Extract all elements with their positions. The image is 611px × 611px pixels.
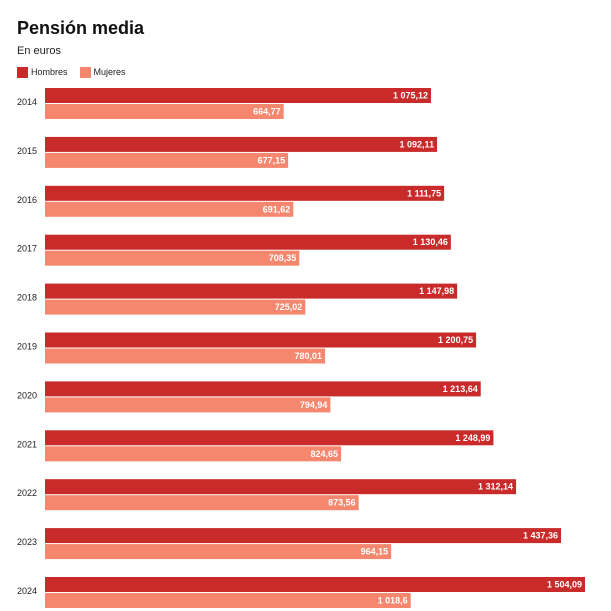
legend-item-mujeres: Mujeres: [79, 66, 126, 78]
value-label-hombres-2021: 1 248,99: [455, 433, 490, 443]
legend-item-hombres: Hombres: [17, 66, 68, 78]
value-label-mujeres-2018: 725,02: [275, 302, 303, 312]
year-label-2021: 2021: [17, 439, 37, 449]
year-label-2017: 2017: [17, 244, 37, 254]
chart-legend: Hombres Mujeres: [17, 66, 138, 78]
year-label-2024: 2024: [17, 586, 37, 596]
bar-mujeres-2018: [45, 299, 306, 315]
year-label-2016: 2016: [17, 195, 37, 205]
bar-mujeres-2024: [45, 593, 411, 608]
bar-hombres-2014: [45, 88, 431, 103]
legend-label-mujeres: Mujeres: [93, 67, 126, 77]
value-label-hombres-2018: 1 147,98: [419, 286, 454, 296]
year-label-2023: 2023: [17, 537, 37, 547]
value-label-hombres-2014: 1 075,12: [393, 91, 428, 101]
legend-swatch-hombres: [17, 66, 28, 78]
value-label-hombres-2020: 1 213,64: [443, 384, 478, 394]
value-label-hombres-2022: 1 312,14: [478, 482, 513, 492]
bar-hombres-2022: [45, 479, 517, 495]
value-label-mujeres-2016: 691,62: [263, 204, 291, 214]
bar-mujeres-2023: [45, 544, 392, 560]
value-label-mujeres-2022: 873,56: [328, 498, 356, 508]
value-label-mujeres-2023: 964,15: [361, 547, 389, 557]
bar-mujeres-2014: [45, 104, 284, 119]
chart-subtitle: En euros: [17, 45, 62, 57]
bar-hombres-2018: [45, 283, 458, 299]
year-label-2022: 2022: [17, 488, 37, 498]
chart-title: Pensión media: [17, 18, 145, 38]
bar-hombres-2017: [45, 234, 451, 250]
bar-hombres-2020: [45, 381, 481, 397]
bar-hombres-2015: [45, 136, 438, 152]
bar-mujeres-2015: [45, 152, 289, 168]
value-label-mujeres-2017: 708,35: [269, 253, 297, 263]
bar-hombres-2021: [45, 430, 494, 446]
bar-mujeres-2016: [45, 201, 294, 217]
bar-mujeres-2021: [45, 446, 342, 462]
value-label-mujeres-2024: 1 018,6: [378, 596, 408, 606]
bar-hombres-2019: [45, 332, 477, 348]
value-label-mujeres-2015: 677,15: [258, 155, 286, 165]
bar-mujeres-2020: [45, 397, 331, 413]
value-label-mujeres-2021: 824,65: [311, 449, 339, 459]
year-label-2018: 2018: [17, 293, 37, 303]
bar-hombres-2024: [45, 577, 585, 592]
value-label-mujeres-2019: 780,01: [295, 351, 323, 361]
value-label-hombres-2015: 1 092,11: [400, 139, 435, 149]
bar-hombres-2023: [45, 528, 562, 544]
value-label-mujeres-2020: 794,94: [300, 400, 328, 410]
value-label-hombres-2023: 1 437,36: [523, 531, 558, 541]
bar-mujeres-2019: [45, 348, 326, 364]
bar-hombres-2016: [45, 185, 445, 201]
value-label-hombres-2016: 1 111,75: [407, 188, 441, 198]
bar-mujeres-2022: [45, 495, 359, 511]
year-label-2015: 2015: [17, 146, 37, 156]
value-label-hombres-2017: 1 130,46: [413, 237, 448, 247]
legend-swatch-mujeres: [79, 66, 91, 78]
legend-label-hombres: Hombres: [31, 67, 68, 77]
value-label-hombres-2019: 1 200,75: [438, 335, 473, 345]
value-label-hombres-2024: 1 504,09: [547, 580, 582, 590]
year-label-2019: 2019: [17, 342, 37, 352]
year-label-2020: 2020: [17, 390, 37, 400]
year-label-2014: 2014: [17, 97, 37, 107]
bar-mujeres-2017: [45, 250, 300, 266]
value-label-mujeres-2014: 664,77: [253, 107, 281, 117]
